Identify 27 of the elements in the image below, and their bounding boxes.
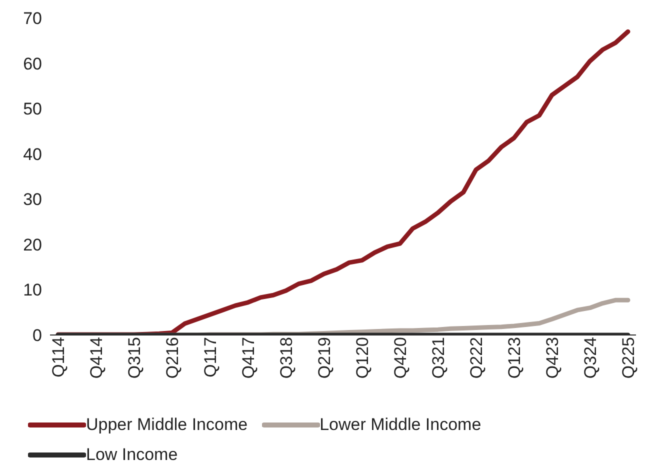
legend-label: Lower Middle Income xyxy=(320,415,482,435)
x-tick-label: Q225 xyxy=(619,337,638,379)
y-tick-label: 0 xyxy=(32,326,42,346)
x-tick-label: Q315 xyxy=(125,337,144,379)
y-tick-label: 20 xyxy=(23,235,42,254)
x-tick-label: Q423 xyxy=(543,337,562,379)
y-tick-label: 60 xyxy=(23,54,42,74)
x-tick-label: Q114 xyxy=(49,337,68,378)
legend-label: Upper Middle Income xyxy=(86,415,248,435)
x-tick-label: Q222 xyxy=(467,337,486,379)
y-tick-label: 40 xyxy=(23,144,42,164)
x-tick-label: Q123 xyxy=(505,337,524,379)
x-tick-label: Q216 xyxy=(163,337,182,379)
x-tick-label: Q120 xyxy=(353,337,372,379)
y-tick-label: 70 xyxy=(23,9,42,28)
y-tick-label: 10 xyxy=(23,280,42,300)
legend-label: Low Income xyxy=(86,445,178,465)
y-tick-label: 50 xyxy=(23,100,42,119)
x-tick-label: Q117 xyxy=(201,337,220,378)
x-tick-label: Q321 xyxy=(429,337,448,379)
x-tick-label: Q414 xyxy=(87,337,106,379)
x-tick-label: Q324 xyxy=(581,337,600,379)
x-tick-label: Q219 xyxy=(315,337,334,379)
x-tick-label: Q318 xyxy=(277,337,296,379)
y-tick-label: 30 xyxy=(23,190,42,210)
x-tick-label: Q417 xyxy=(239,337,258,379)
x-tick-label: Q420 xyxy=(391,337,410,379)
